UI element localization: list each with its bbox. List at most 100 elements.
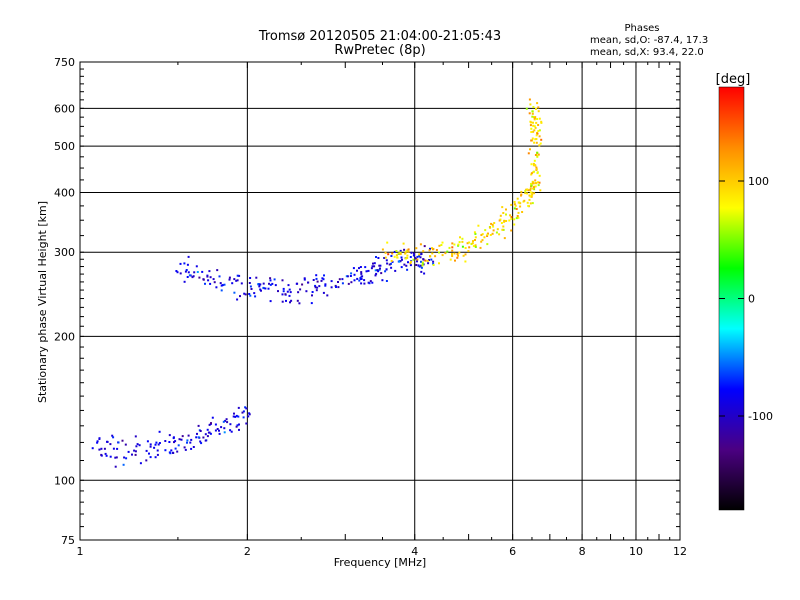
data-point	[133, 449, 136, 452]
data-point	[503, 220, 506, 223]
data-point	[516, 215, 519, 217]
data-point	[98, 448, 101, 451]
data-point	[401, 258, 403, 261]
data-point	[188, 274, 191, 277]
data-point	[421, 264, 424, 267]
data-point	[536, 151, 539, 154]
y-tick-label: 200	[54, 330, 75, 343]
data-point	[532, 171, 535, 174]
data-point	[149, 456, 152, 459]
data-point	[183, 446, 186, 449]
y-axis-label: Stationary phase Virtual Height [km]	[36, 201, 49, 403]
data-point	[240, 282, 243, 285]
data-point	[245, 422, 248, 425]
data-point	[168, 434, 171, 437]
data-point	[377, 270, 380, 273]
y-tick-label: 300	[54, 246, 75, 259]
data-point	[386, 241, 389, 244]
data-point	[490, 222, 493, 225]
data-point	[536, 102, 539, 105]
data-point	[183, 280, 186, 283]
data-point	[238, 428, 240, 431]
data-point	[229, 423, 232, 426]
data-point	[237, 406, 240, 409]
data-point	[186, 263, 189, 266]
data-point	[419, 243, 422, 246]
data-point	[365, 270, 368, 273]
data-point	[249, 277, 252, 279]
data-point	[225, 418, 228, 421]
data-point	[373, 265, 376, 268]
data-point	[395, 254, 398, 257]
data-point	[112, 447, 115, 450]
data-point	[535, 134, 538, 137]
data-point	[427, 262, 430, 265]
data-point	[209, 432, 212, 435]
data-point	[470, 243, 473, 245]
data-point	[199, 440, 202, 443]
data-point	[405, 250, 408, 253]
data-point	[474, 246, 477, 248]
data-point	[510, 229, 513, 232]
data-point	[213, 281, 216, 284]
data-point	[271, 282, 274, 285]
data-point	[186, 276, 189, 278]
data-point	[202, 436, 205, 439]
data-point	[138, 444, 141, 447]
data-point	[451, 242, 454, 245]
data-point	[423, 272, 426, 275]
data-point	[218, 429, 220, 432]
data-point	[241, 411, 244, 414]
data-point	[238, 423, 240, 426]
data-point	[148, 452, 150, 455]
data-point	[192, 275, 195, 278]
data-point	[134, 450, 137, 453]
data-point	[532, 124, 535, 127]
data-point	[538, 135, 541, 138]
data-point	[238, 274, 241, 277]
data-point	[260, 289, 262, 292]
data-point	[419, 256, 422, 259]
data-point	[529, 202, 532, 205]
data-point	[196, 271, 199, 273]
data-point	[352, 267, 355, 270]
data-point	[221, 284, 224, 287]
x-tick-label: 8	[579, 545, 586, 558]
data-point	[231, 282, 234, 285]
data-point	[444, 252, 447, 255]
data-point	[406, 254, 409, 257]
data-point	[117, 441, 120, 444]
data-point	[530, 127, 533, 130]
data-point	[505, 213, 507, 216]
data-point	[253, 292, 256, 295]
data-point	[290, 299, 293, 302]
data-point	[135, 445, 138, 448]
data-point	[461, 237, 464, 240]
data-point	[109, 443, 112, 446]
data-point	[457, 254, 459, 257]
data-point	[415, 247, 418, 250]
data-point	[153, 446, 156, 449]
data-point	[184, 448, 187, 451]
data-point	[201, 270, 204, 273]
data-point	[420, 270, 423, 273]
data-point	[176, 450, 179, 453]
data-point	[480, 234, 483, 236]
data-point	[112, 436, 115, 439]
data-point	[391, 252, 394, 255]
data-point	[216, 269, 219, 272]
data-point	[350, 281, 353, 284]
data-point	[228, 278, 231, 281]
data-point	[509, 214, 512, 217]
data-point	[441, 254, 444, 257]
data-point	[186, 439, 189, 442]
data-point	[244, 406, 247, 409]
data-point	[341, 278, 344, 281]
data-point	[149, 445, 152, 448]
data-point	[124, 443, 127, 446]
data-point	[501, 228, 504, 231]
data-point	[337, 286, 340, 289]
data-point	[315, 277, 318, 280]
data-point	[245, 407, 248, 410]
